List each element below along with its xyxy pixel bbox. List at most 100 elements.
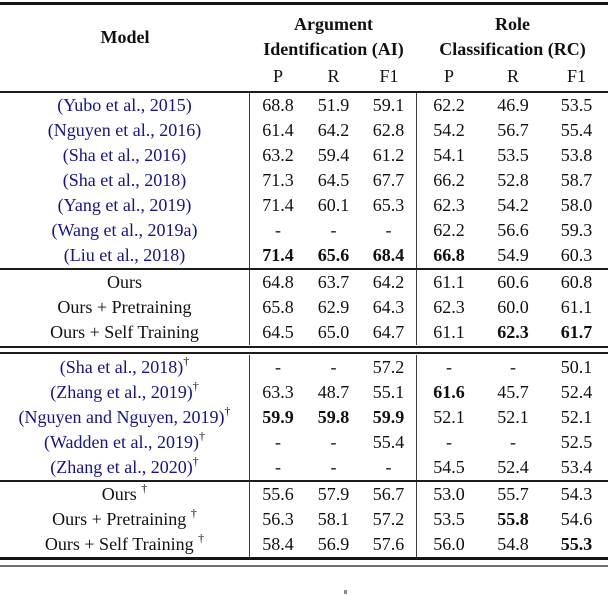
group-header-rc-line1: Role	[495, 14, 530, 34]
metric-cell: 52.1	[497, 407, 529, 427]
table-row: Ours + Self Training † 58.4 56.9 57.6 56.0 54…	[0, 532, 608, 557]
metric-cell: 58.7	[560, 170, 593, 190]
model-label: Ours + Pretraining	[57, 297, 192, 317]
metric-cell: -	[510, 432, 516, 452]
model-label: Ours + Pretraining	[52, 509, 187, 529]
citation-link[interactable]: (Zhang et al., 2019)	[50, 382, 193, 402]
metric-cell: 63.7	[317, 272, 350, 292]
metric-cell: 53.5	[497, 145, 529, 165]
metric-cell: 60.0	[497, 297, 529, 317]
model-cell: Ours + Pretraining †	[0, 507, 250, 532]
table-row: (Wadden et al., 2019)† - - 55.4 - - 52.5	[0, 430, 608, 455]
metric-cell: 59.4	[317, 145, 350, 165]
citation-link[interactable]: (Wadden et al., 2019)	[44, 432, 199, 452]
metric-cell: 68.8	[262, 95, 294, 115]
metric-cell: 62.2	[433, 95, 465, 115]
metric-cell: 52.4	[497, 457, 529, 477]
metric-cell: 56.7	[361, 482, 417, 507]
metric-cell: -	[361, 218, 417, 243]
table-bottom-rule-secondary	[0, 565, 608, 567]
metric-cell: 56.7	[497, 120, 529, 140]
subheader-ai-f1: F1	[379, 66, 399, 86]
metric-cell: 54.2	[497, 195, 529, 215]
metric-cell: 59.9	[361, 405, 417, 430]
metric-cell: 62.2	[433, 220, 465, 240]
metric-cell: 51.9	[317, 95, 350, 115]
metric-cell: -	[275, 432, 281, 452]
metric-cell: 54.1	[433, 145, 465, 165]
metric-cell: 55.7	[497, 484, 529, 504]
model-label: Ours + Self Training	[50, 322, 199, 342]
metric-cell: -	[330, 357, 337, 377]
metric-cell: 56.6	[497, 220, 529, 240]
table-row: (Yang et al., 2019) 71.4 60.1 65.3 62.3 54.2 5…	[0, 193, 608, 218]
metric-cell: -	[446, 357, 452, 377]
group-header-argument-identification: Argument Identification (AI)	[250, 12, 417, 62]
metric-cell: 60.1	[317, 195, 350, 215]
metric-cell: 59.8	[317, 407, 350, 427]
group-header-role-classification: Role Classification (RC)	[417, 12, 608, 62]
metric-cell: 64.2	[361, 270, 417, 295]
table-row: (Sha et al., 2018) 71.3 64.5 67.7 66.2 52.8 58…	[0, 168, 608, 193]
citation-link[interactable]: (Liu et al., 2018)	[63, 245, 186, 265]
citation-link[interactable]: (Yang et al., 2019)	[57, 195, 192, 215]
metric-cell: 55.8	[497, 509, 529, 529]
citation-link[interactable]: (Yubo et al., 2015)	[57, 95, 192, 115]
metric-cell: 62.3	[433, 297, 465, 317]
metric-cell: 53.5	[560, 95, 593, 115]
metric-cell: 54.2	[433, 120, 465, 140]
table-row: (Liu et al., 2018) 71.4 65.6 68.4 66.8 54.9 60…	[0, 243, 608, 268]
table-row: (Yubo et al., 2015) 68.8 51.9 59.1 62.2 46.9 5…	[0, 93, 608, 118]
citation-link[interactable]: (Sha et al., 2016)	[62, 145, 187, 165]
metric-cell: 58.0	[560, 195, 593, 215]
metric-cell: 61.4	[262, 120, 294, 140]
dagger-mark: †	[198, 531, 205, 545]
subheader-ai-precision: P	[272, 66, 283, 86]
model-cell: (Sha et al., 2018)†	[0, 355, 250, 380]
section-prior-work-dagger: (Sha et al., 2018)† - -57.2- -50.1 (Zhang et…	[0, 355, 608, 480]
cutoff-caption-mark	[344, 590, 347, 594]
model-cell: (Zhang et al., 2020)†	[0, 455, 250, 480]
citation-link[interactable]: (Wang et al., 2019a)	[51, 220, 198, 240]
double-separator-rule	[0, 346, 608, 354]
metric-cell: 61.1	[433, 272, 465, 292]
table-row: Ours † 55.6 57.9 56.7 53.0 55.7 54.3	[0, 482, 608, 507]
metric-cell: 65.0	[317, 322, 350, 342]
section-ours-dagger: Ours † 55.6 57.9 56.7 53.0 55.7 54.3 Ours + Pre…	[0, 482, 608, 557]
metric-cell: 65.8	[262, 297, 294, 317]
metric-cell: 57.2	[361, 507, 417, 532]
metric-cell: 60.6	[497, 272, 529, 292]
metric-cell: 62.3	[497, 322, 529, 342]
metric-cell: 55.4	[560, 120, 593, 140]
model-cell: (Yang et al., 2019)	[0, 193, 250, 218]
subheader-rc-precision: P	[443, 66, 454, 86]
dagger-mark: †	[224, 404, 231, 418]
metric-cell: 55.1	[361, 380, 417, 405]
metric-cell: 52.1	[433, 407, 465, 427]
section-separator-rule	[0, 480, 608, 482]
model-label: Ours	[101, 484, 137, 504]
metric-cell: 61.1	[433, 322, 465, 342]
citation-link[interactable]: (Zhang et al., 2020)	[50, 457, 193, 477]
metric-cell: 57.6	[361, 532, 417, 557]
citation-link[interactable]: (Nguyen et al., 2016)	[47, 120, 202, 140]
model-cell: Ours + Self Training †	[0, 532, 250, 557]
metric-cell: 64.5	[262, 322, 294, 342]
citation-link[interactable]: (Sha et al., 2018)	[59, 357, 184, 377]
section-separator-rule	[0, 268, 608, 270]
metric-cell: 55.3	[560, 534, 593, 554]
citation-link[interactable]: (Sha et al., 2018)	[62, 170, 187, 190]
citation-link[interactable]: (Nguyen and Nguyen, 2019)	[18, 407, 225, 427]
metric-cell: 64.3	[361, 295, 417, 320]
table-row: Ours + Pretraining † 56.3 58.1 57.2 53.5 55.8…	[0, 507, 608, 532]
metric-cell: 63.3	[262, 382, 294, 402]
model-cell: (Nguyen et al., 2016)	[0, 118, 250, 143]
metric-cell: 67.7	[361, 168, 417, 193]
metric-cell: 52.1	[560, 407, 593, 427]
model-cell: (Wadden et al., 2019)†	[0, 430, 250, 455]
table-row: (Zhang et al., 2020)† - - -54.5 52.4 53.4	[0, 455, 608, 480]
column-header-model: Model	[100, 26, 150, 47]
dagger-mark: †	[141, 481, 148, 495]
metric-cell: 52.8	[497, 170, 529, 190]
